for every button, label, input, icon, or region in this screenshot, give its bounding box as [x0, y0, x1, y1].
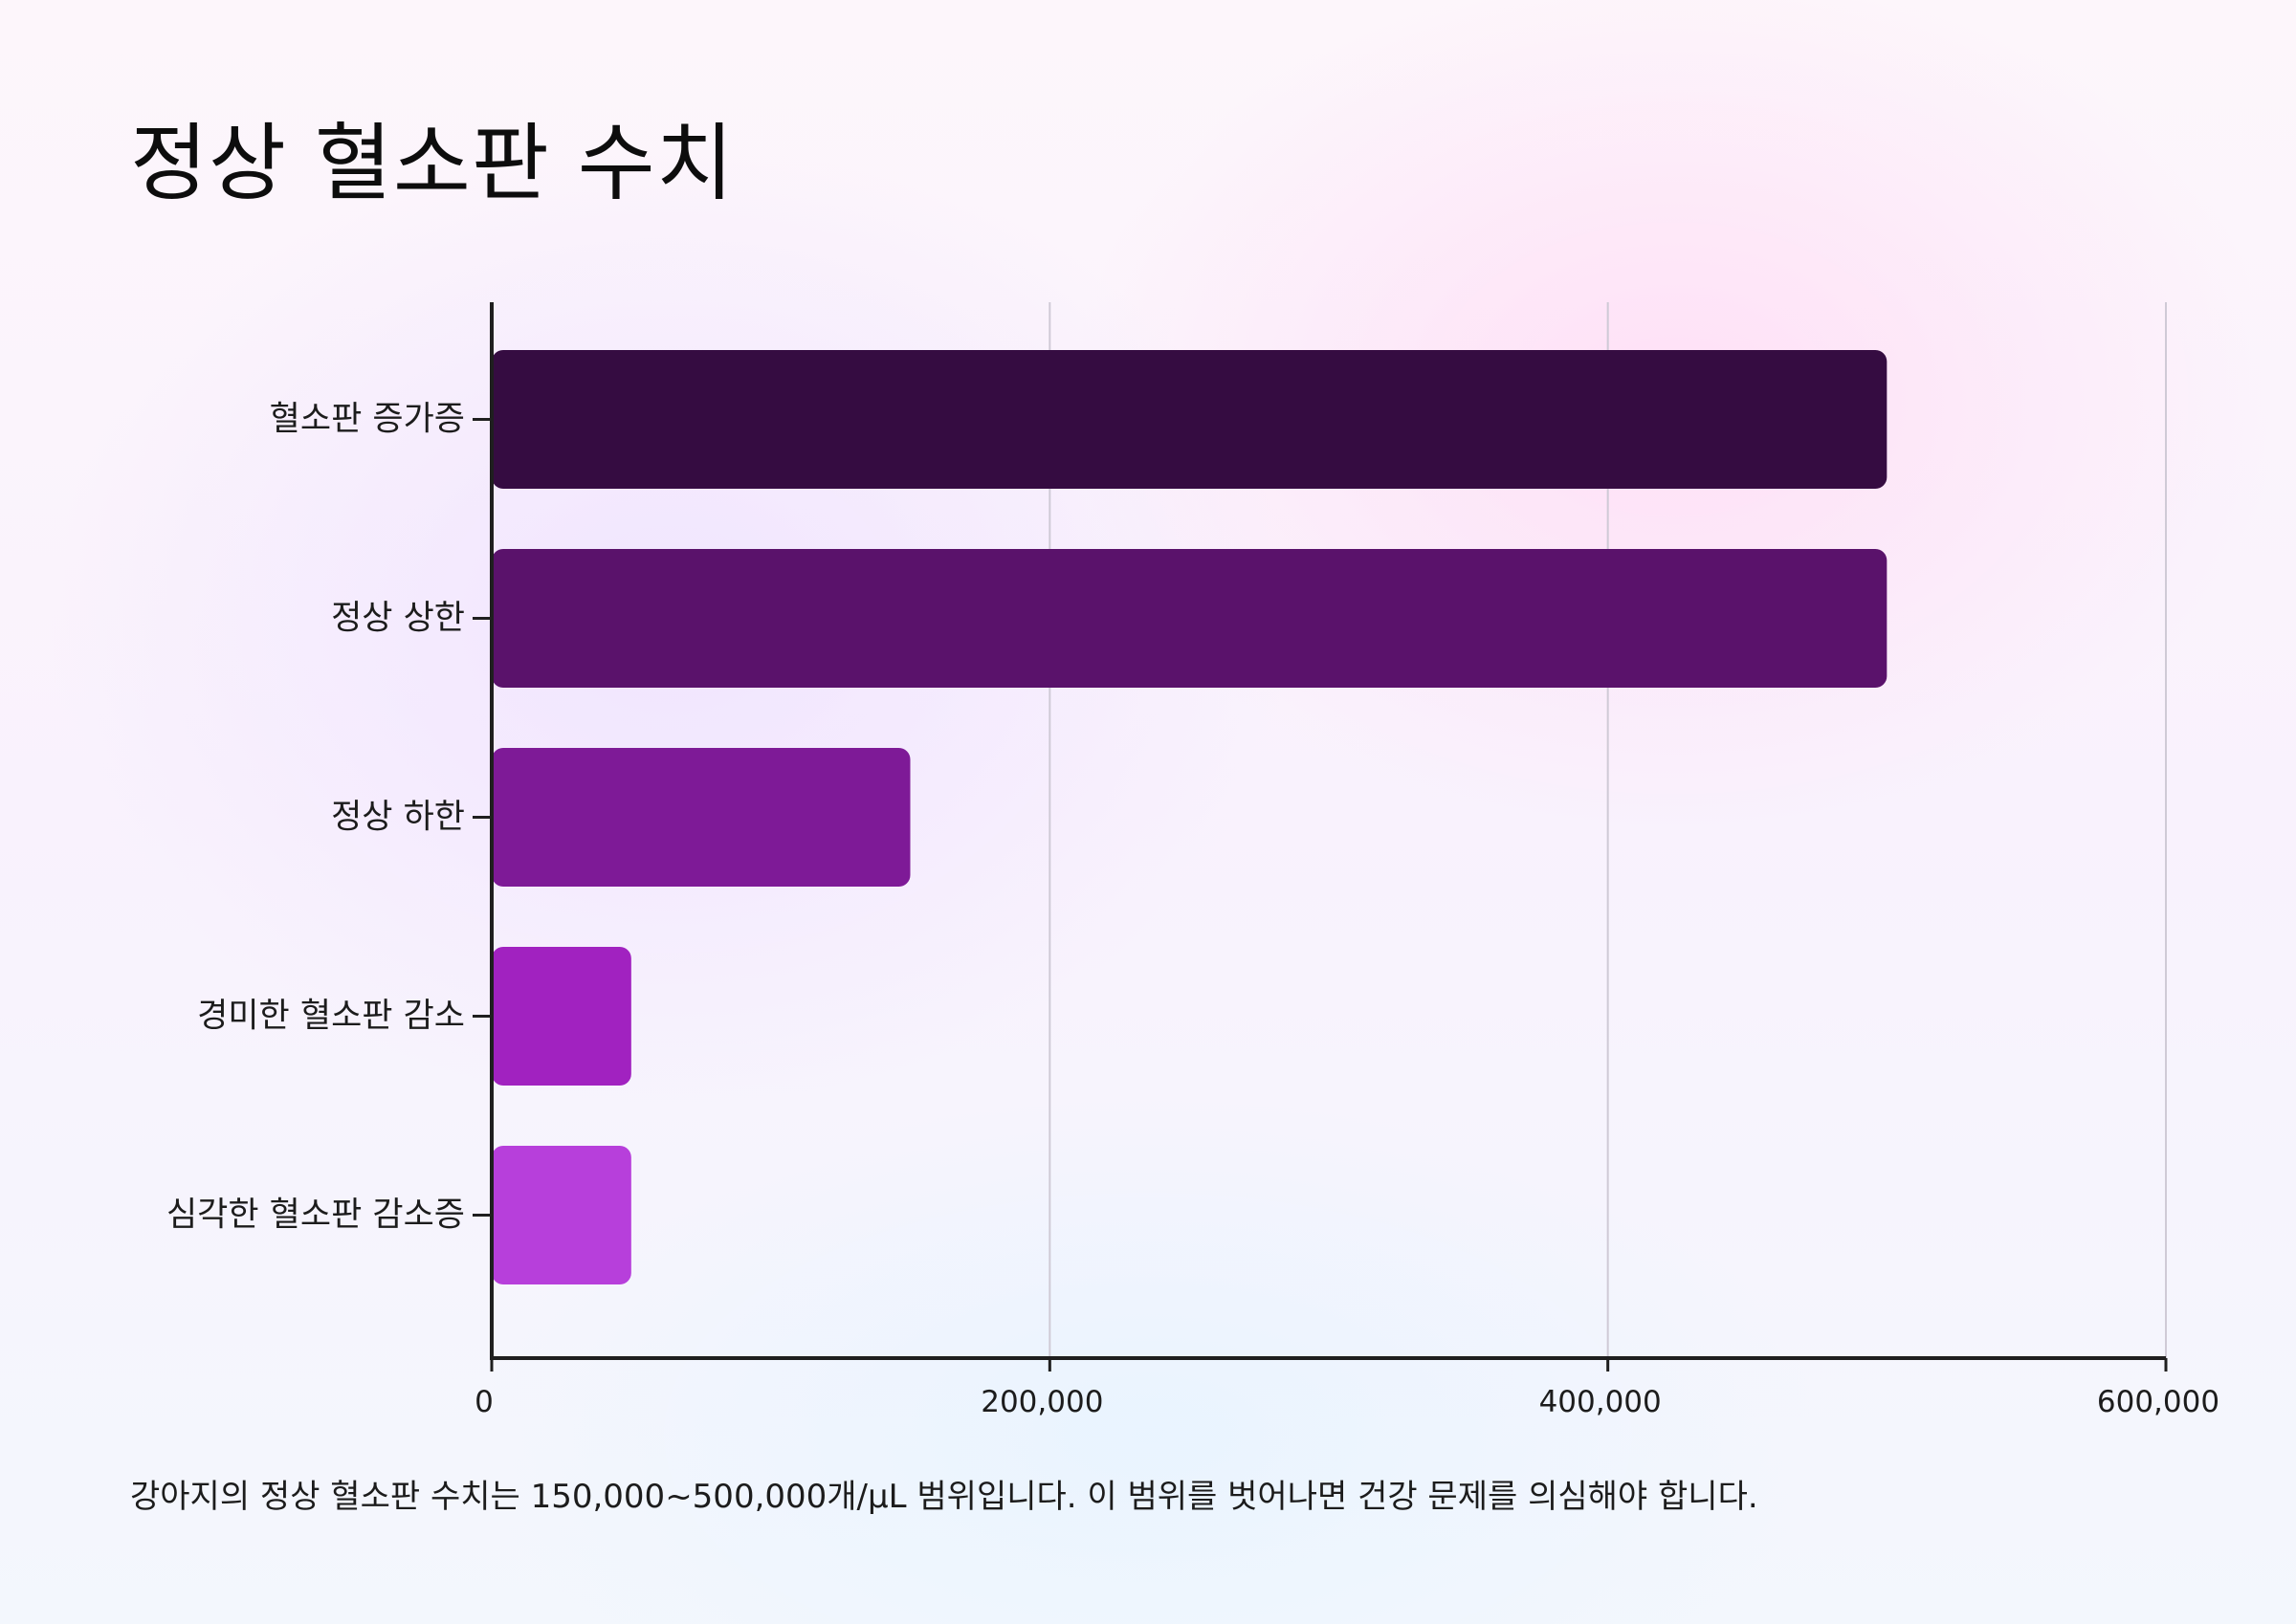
tick-labels: 0 200,000 400,000 600,000 — [475, 1385, 2219, 1419]
x-tick-label-0: 0 — [475, 1385, 494, 1419]
x-tick-label-3: 600,000 — [2097, 1385, 2219, 1419]
chart-caption: 강아지의 정상 혈소판 수치는 150,000~500,000개/µL 범위입니… — [130, 1478, 1758, 1516]
axes — [473, 302, 2168, 1372]
bar-3 — [492, 947, 631, 1086]
category-label-2: 정상 하한 — [331, 799, 465, 837]
bar-1 — [492, 549, 1888, 688]
category-label-3: 경미한 혈소판 감소 — [197, 998, 465, 1036]
bars — [492, 350, 1888, 1284]
bar-2 — [492, 748, 911, 887]
category-label-1: 정상 상한 — [331, 600, 465, 638]
category-label-0: 혈소판 증가증 — [270, 401, 465, 439]
x-tick-label-1: 200,000 — [981, 1385, 1103, 1419]
bar-4 — [492, 1146, 631, 1284]
bar-0 — [492, 350, 1888, 489]
category-label-4: 심각한 혈소판 감소증 — [166, 1196, 465, 1235]
page-title: 정상 혈소판 수치 — [130, 114, 735, 212]
x-tick-label-2: 400,000 — [1539, 1385, 1662, 1419]
